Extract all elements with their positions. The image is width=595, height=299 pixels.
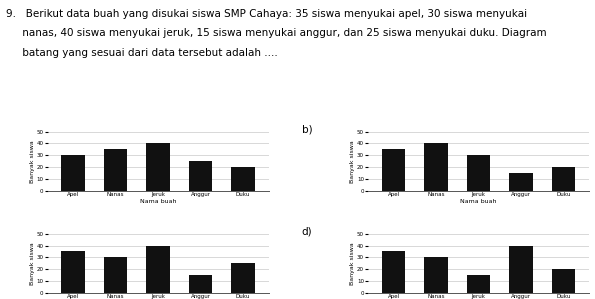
Bar	[104, 257, 127, 293]
Bar	[467, 275, 490, 293]
Bar	[552, 167, 575, 191]
Text: d): d)	[302, 227, 312, 237]
Text: 9.   Berikut data buah yang disukai siswa SMP Cahaya: 35 siswa menyukai apel, 30: 9. Berikut data buah yang disukai siswa …	[6, 9, 527, 19]
Y-axis label: Banyak siswa: Banyak siswa	[350, 140, 355, 183]
Y-axis label: Banyak siswa: Banyak siswa	[350, 242, 355, 285]
Bar	[552, 269, 575, 293]
Text: nanas, 40 siswa menyukai jeruk, 15 siswa menyukai anggur, dan 25 siswa menyukai : nanas, 40 siswa menyukai jeruk, 15 siswa…	[6, 28, 547, 38]
Bar	[382, 251, 405, 293]
Y-axis label: Banyak siswa: Banyak siswa	[30, 140, 35, 183]
Bar	[189, 275, 212, 293]
Bar	[424, 257, 448, 293]
Bar	[509, 245, 533, 293]
Text: batang yang sesuai dari data tersebut adalah ....: batang yang sesuai dari data tersebut ad…	[6, 48, 278, 58]
X-axis label: Nama buah: Nama buah	[140, 199, 176, 204]
Text: b): b)	[302, 124, 312, 135]
Bar	[382, 150, 405, 191]
Y-axis label: Banyak siswa: Banyak siswa	[30, 242, 35, 285]
Bar	[61, 155, 85, 191]
Bar	[231, 263, 255, 293]
Bar	[231, 167, 255, 191]
Bar	[104, 150, 127, 191]
Bar	[146, 144, 170, 191]
Bar	[509, 173, 533, 191]
Bar	[467, 155, 490, 191]
Bar	[424, 144, 448, 191]
Bar	[61, 251, 85, 293]
X-axis label: Nama buah: Nama buah	[461, 199, 497, 204]
Bar	[189, 161, 212, 191]
Bar	[146, 245, 170, 293]
